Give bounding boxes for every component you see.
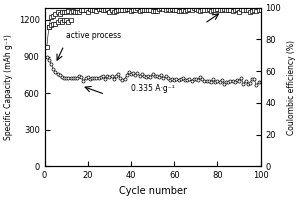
X-axis label: Cycle number: Cycle number [118,186,187,196]
Text: active process: active process [66,31,121,40]
Y-axis label: Coulombic efficiency (%): Coulombic efficiency (%) [287,40,296,135]
Text: 0.335 A·g⁻¹: 0.335 A·g⁻¹ [131,84,175,93]
Y-axis label: Specific Capacity (mAh g⁻¹): Specific Capacity (mAh g⁻¹) [4,34,13,140]
